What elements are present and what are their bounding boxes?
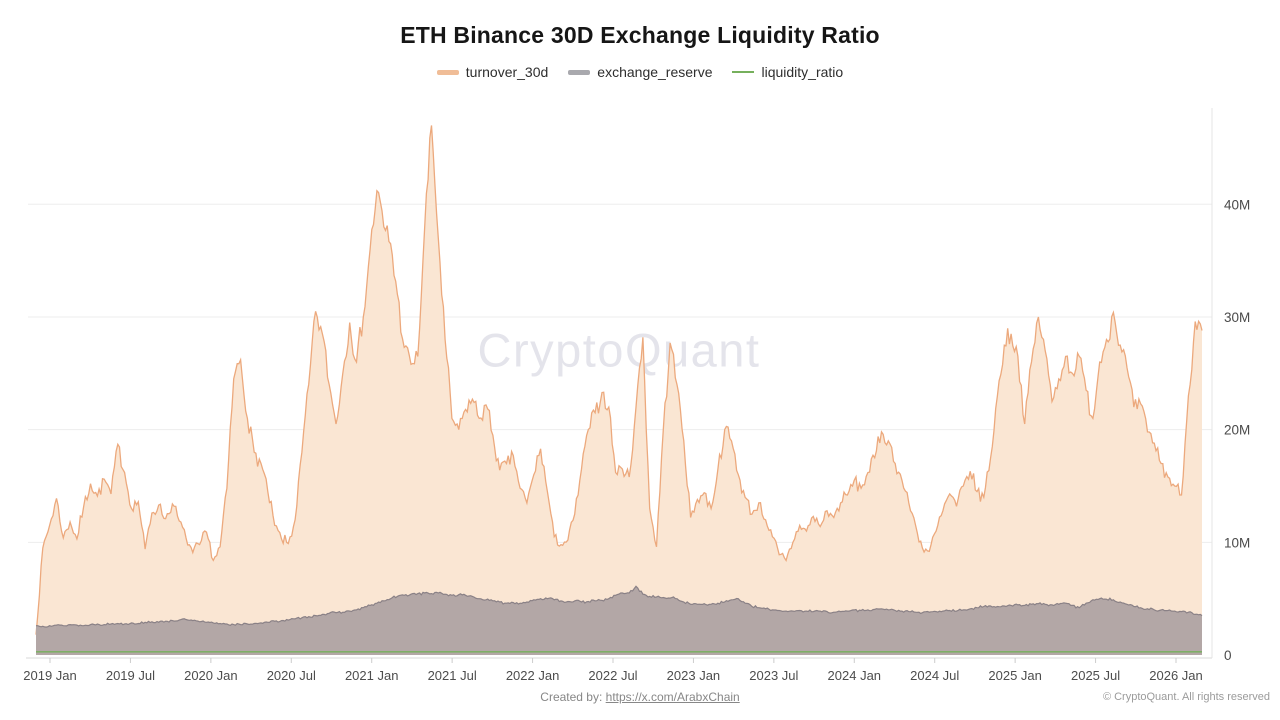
x-axis-label: 2025 Jul: [1071, 668, 1120, 683]
legend-swatch-liquidity_ratio: [732, 71, 755, 73]
x-axis-label: 2024 Jan: [828, 668, 882, 683]
copyright-notice: © CryptoQuant. All rights reserved: [1102, 691, 1270, 703]
exchange-reserve-line: [36, 585, 1203, 628]
x-axis-label: 2020 Jan: [184, 668, 238, 683]
chart-title: ETH Binance 30D Exchange Liquidity Ratio: [400, 22, 880, 48]
created-by-link[interactable]: https://x.com/ArabxChain: [605, 690, 740, 704]
x-axis-label: 2026 Jan: [1149, 668, 1203, 683]
x-axis-label: 2021 Jan: [345, 668, 399, 683]
y-axis-label: 40M: [1224, 197, 1250, 212]
y-axis-label: 20M: [1224, 423, 1250, 438]
legend-item-exchange_reserve[interactable]: exchange_reserve: [568, 64, 712, 80]
x-axis-label: 2023 Jan: [667, 668, 721, 683]
x-axis-label: 2023 Jul: [749, 668, 798, 683]
exchange-reserve-area: [36, 586, 1202, 655]
y-axis-label: 0: [1224, 648, 1232, 663]
x-axis-label: 2024 Jul: [910, 668, 959, 683]
legend-swatch-exchange_reserve: [568, 69, 591, 75]
legend-swatch-turnover_30d: [436, 69, 459, 75]
x-axis-label: 2019 Jan: [23, 668, 77, 683]
x-axis-label: 2021 Jul: [428, 668, 477, 683]
x-axis-label: 2019 Jul: [106, 668, 155, 683]
x-axis-label: 2020 Jul: [267, 668, 316, 683]
y-axis-label: 10M: [1224, 535, 1250, 550]
legend-label: exchange_reserve: [597, 64, 713, 80]
x-axis-label: 2025 Jan: [988, 668, 1042, 683]
y-axis-label: 30M: [1224, 310, 1250, 325]
created-by-label: Created by:: [540, 690, 606, 704]
legend: turnover_30d exchange_reserve liquidity_ra…: [0, 64, 1280, 80]
legend-item-liquidity_ratio[interactable]: liquidity_ratio: [732, 64, 843, 80]
cryptoquant-watermark: CryptoQuant: [477, 323, 761, 377]
turnover-30d-line: [35, 125, 1203, 635]
created-by: Created by: https://x.com/ArabxChain: [0, 690, 1280, 704]
legend-label: turnover_30d: [465, 64, 549, 80]
legend-item-turnover_30d[interactable]: turnover_30d: [436, 64, 549, 80]
x-axis-label: 2022 Jan: [506, 668, 560, 683]
turnover-30d-area: [36, 125, 1202, 655]
x-axis-label: 2022 Jul: [588, 668, 637, 683]
legend-label: liquidity_ratio: [761, 64, 844, 80]
